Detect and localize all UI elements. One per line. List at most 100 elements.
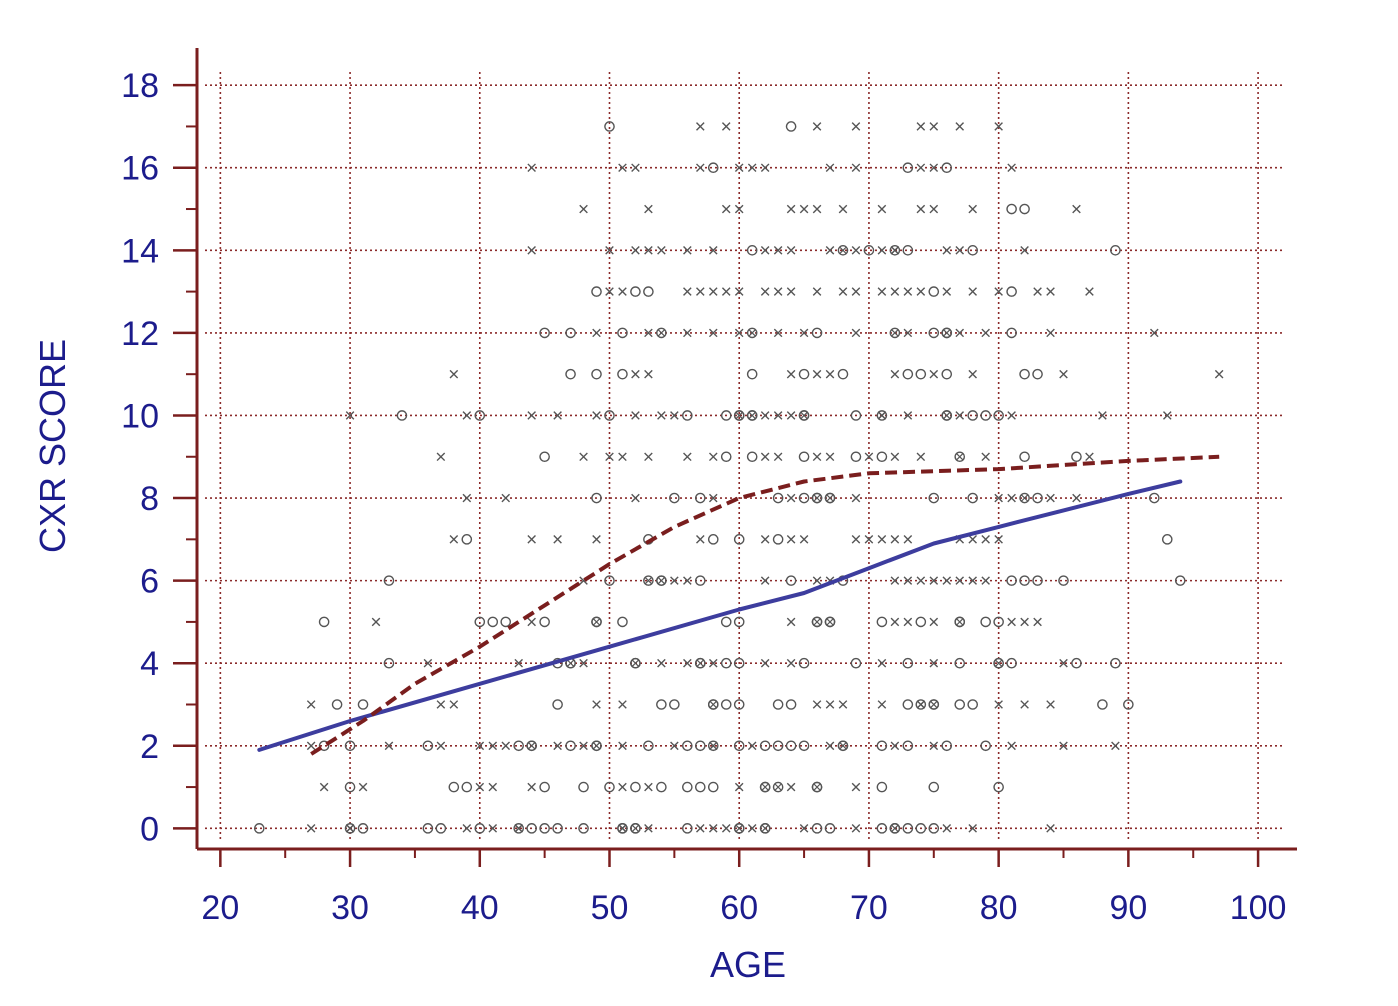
x-point — [942, 576, 952, 585]
circle-point — [772, 492, 784, 504]
circle-point — [850, 451, 862, 463]
x-point — [488, 782, 498, 792]
x-point — [890, 535, 900, 544]
x-tick-label: 20 — [201, 889, 239, 927]
x-point — [747, 824, 757, 833]
x-point — [734, 328, 744, 338]
x-point — [760, 452, 770, 462]
circle-point — [850, 410, 862, 421]
x-point — [721, 824, 731, 833]
circle-point — [682, 740, 693, 752]
circle-point — [915, 616, 927, 628]
x-point — [786, 411, 796, 420]
x-axis-title: AGE — [710, 944, 786, 985]
x-point — [527, 163, 536, 173]
x-point — [812, 369, 822, 379]
circle-point — [850, 657, 862, 669]
x-point — [786, 246, 796, 255]
circle-point — [695, 575, 706, 586]
x-point — [1046, 700, 1055, 709]
circle-point — [772, 740, 784, 752]
circle-point — [539, 327, 550, 339]
x-point — [345, 411, 355, 420]
x-point — [319, 782, 329, 792]
circled-x-point — [656, 575, 667, 586]
x-point — [1046, 287, 1055, 296]
circled-x-point — [746, 327, 758, 339]
x-point — [877, 700, 887, 709]
circle-point — [474, 823, 486, 834]
circle-point — [617, 368, 628, 380]
x-point — [644, 782, 653, 792]
x-point — [708, 493, 718, 503]
x-point — [670, 411, 679, 420]
x-point — [981, 452, 990, 462]
circle-point — [928, 492, 940, 504]
circled-x-point — [837, 740, 849, 752]
x-point — [1059, 369, 1068, 379]
x-point — [851, 824, 861, 833]
x-point — [903, 328, 913, 338]
x-point — [877, 658, 887, 668]
circle-point — [435, 823, 447, 834]
x-point — [760, 535, 770, 544]
x-point — [786, 287, 796, 296]
circle-point — [928, 781, 940, 793]
circled-x-point — [811, 616, 823, 628]
x-point — [475, 782, 485, 792]
circle-point — [876, 740, 888, 752]
x-point — [670, 576, 679, 585]
x-point — [916, 204, 926, 214]
x-point — [618, 741, 627, 751]
x-point — [1046, 824, 1055, 833]
x-point — [306, 700, 316, 709]
x-point — [1007, 617, 1016, 627]
x-point — [903, 535, 913, 544]
x-point — [734, 287, 744, 296]
x-point — [773, 287, 783, 296]
x-point — [1072, 493, 1081, 503]
x-point — [981, 535, 990, 544]
x-point — [696, 287, 705, 296]
x-point — [903, 411, 913, 420]
circled-x-point — [772, 781, 784, 793]
circle-point — [720, 699, 732, 710]
circle-point — [759, 740, 771, 752]
circle-point — [811, 823, 823, 834]
x-point — [851, 328, 861, 338]
circled-x-point — [824, 616, 836, 628]
circle-point — [746, 451, 758, 463]
x-point — [786, 782, 796, 792]
circle-point — [318, 740, 330, 752]
x-point — [825, 452, 835, 462]
circle-point — [733, 740, 745, 752]
x-point — [683, 246, 692, 255]
x-point — [631, 246, 640, 255]
x-point — [1085, 452, 1094, 462]
x-point — [799, 328, 809, 338]
circled-x-point — [798, 410, 810, 421]
circle-point — [643, 740, 654, 752]
x-point — [851, 163, 861, 173]
circle-point — [591, 492, 602, 504]
circle-point — [643, 286, 654, 297]
x-point — [955, 122, 965, 131]
circled-x-point — [733, 823, 745, 834]
x-point — [423, 658, 433, 668]
circle-point — [1019, 203, 1030, 215]
x-point — [942, 824, 952, 833]
x-point — [994, 287, 1003, 296]
x-point — [981, 576, 990, 585]
circled-x-point — [746, 410, 758, 421]
x-point — [929, 204, 939, 214]
circle-point — [695, 781, 706, 793]
circle-point — [1006, 657, 1017, 669]
circle-point — [461, 534, 473, 545]
x-point — [1033, 617, 1042, 627]
circle-point — [539, 781, 550, 793]
x-point — [1033, 287, 1042, 296]
circle-point — [591, 286, 602, 297]
circle-point — [513, 740, 524, 752]
circle-point — [682, 781, 693, 793]
